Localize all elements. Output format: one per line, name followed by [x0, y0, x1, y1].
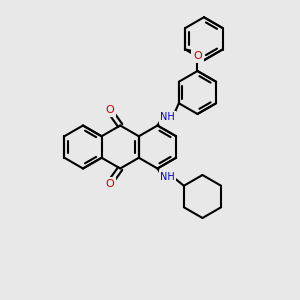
Text: NH: NH [160, 112, 175, 122]
Text: NH: NH [160, 172, 175, 182]
Text: O: O [105, 178, 114, 188]
Text: O: O [105, 105, 114, 116]
Text: O: O [193, 51, 202, 61]
